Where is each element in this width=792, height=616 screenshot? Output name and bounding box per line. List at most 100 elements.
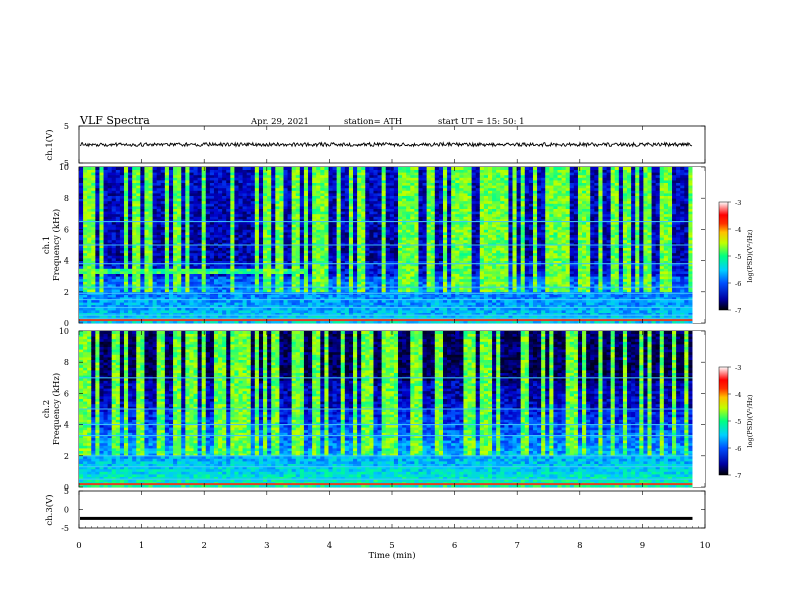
spectrogram-cell <box>345 258 349 261</box>
spectrogram-cell <box>91 258 95 261</box>
spectrogram-cell <box>390 193 394 196</box>
spectrogram-cell <box>234 177 238 180</box>
spectrogram-cell <box>292 185 296 188</box>
spectrogram-cell <box>161 250 165 253</box>
spectrogram-cell <box>173 229 177 232</box>
spectrogram-cell <box>230 240 234 243</box>
spectrogram-cell <box>279 183 283 186</box>
spectrogram-cell <box>230 167 234 170</box>
spectrogram-cell <box>251 214 255 217</box>
spectrogram-cell <box>283 268 287 271</box>
spectrogram-cell <box>173 167 177 170</box>
spectrogram-cell <box>165 196 169 199</box>
spectrogram-cell <box>239 203 243 206</box>
spectrogram-cell <box>398 237 402 240</box>
spectrogram-cell <box>83 183 87 186</box>
spectrogram-cell <box>324 224 328 227</box>
spectrogram-cell <box>300 229 304 232</box>
spectrogram-cell <box>337 175 341 178</box>
spectrogram-cell <box>87 214 91 217</box>
spectrogram-cell <box>239 281 243 284</box>
spectrogram-cell <box>378 185 382 188</box>
spectrogram-cell <box>120 172 124 175</box>
spectrogram-cell <box>112 235 116 238</box>
spectrogram-cell <box>345 206 349 209</box>
spectrogram-cell <box>177 284 181 287</box>
spectrogram-cell <box>390 284 394 287</box>
spectrogram-cell <box>99 188 103 191</box>
spectrogram-cell <box>324 268 328 271</box>
spectrogram-cell <box>296 188 300 191</box>
spectrogram-cell <box>414 294 418 297</box>
spectrogram-cell <box>361 227 365 230</box>
spectrogram-cell <box>320 248 324 251</box>
spectrogram-cell <box>304 196 308 199</box>
spectrogram-cell <box>255 170 259 173</box>
spectrogram-cell <box>206 255 210 258</box>
spectrogram-cell <box>185 214 189 217</box>
spectrogram-cell <box>99 185 103 188</box>
spectrogram-cell <box>83 250 87 253</box>
spectrogram-cell <box>357 232 361 235</box>
spectrogram-cell <box>222 201 226 204</box>
spectrogram-cell <box>304 310 308 313</box>
spectrogram-cell <box>386 175 390 178</box>
spectrogram-cell <box>292 203 296 206</box>
spectrogram-cell <box>185 203 189 206</box>
spectrogram-cell <box>116 268 120 271</box>
spectrogram-cell <box>361 302 365 305</box>
spectrogram-cell <box>320 188 324 191</box>
spectrogram-cell <box>378 250 382 253</box>
spectrogram-cell <box>140 289 144 292</box>
spectrogram-cell <box>275 289 279 292</box>
spectrogram-cell <box>124 203 128 206</box>
spectrogram-cell <box>99 172 103 175</box>
spectrogram-cell <box>140 240 144 243</box>
spectrogram-cell <box>255 183 259 186</box>
spectrogram-cell <box>353 211 357 214</box>
spectrogram-cell <box>271 310 275 313</box>
spectrogram-cell <box>316 268 320 271</box>
spectrogram-cell <box>361 214 365 217</box>
spectrogram-cell <box>394 294 398 297</box>
spectrogram-cell <box>267 240 271 243</box>
spectrogram-cell <box>214 266 218 269</box>
spectrogram-cell <box>132 250 136 253</box>
spectrogram-cell <box>402 229 406 232</box>
spectrogram-cell <box>353 250 357 253</box>
spectrogram-cell <box>206 248 210 251</box>
spectrogram-cell <box>337 216 341 219</box>
spectrogram-cell <box>267 255 271 258</box>
spectrogram-cell <box>222 229 226 232</box>
spectrogram-cell <box>206 196 210 199</box>
spectrogram-cell <box>386 266 390 269</box>
spectrogram-cell <box>210 276 214 279</box>
spectrogram-cell <box>87 237 91 240</box>
spectrogram-cell <box>259 248 263 251</box>
spectrogram-cell <box>365 250 369 253</box>
spectrogram-cell <box>128 203 132 206</box>
spectrogram-cell <box>414 224 418 227</box>
spectrogram-cell <box>202 248 206 251</box>
spectrogram-cell <box>308 248 312 251</box>
spectrogram-cell <box>328 261 332 264</box>
spectrogram-cell <box>194 289 198 292</box>
spectrogram-cell <box>357 201 361 204</box>
spectrogram-cell <box>202 268 206 271</box>
spectrogram-cell <box>349 258 353 261</box>
spectrogram-cell <box>312 224 316 227</box>
spectrogram-cell <box>394 237 398 240</box>
spectrogram-cell <box>292 206 296 209</box>
spectrogram-cell <box>165 310 169 313</box>
spectrogram-cell <box>83 266 87 269</box>
spectrogram-cell <box>292 255 296 258</box>
spectrogram-cell <box>189 253 193 256</box>
spectrogram-cell <box>120 302 124 305</box>
spectrogram-cell <box>243 224 247 227</box>
vlf-figure: VLF Spectra Apr. 29, 2021 station= ATH s… <box>0 0 792 612</box>
spectrogram-cell <box>198 175 202 178</box>
spectrogram-cell <box>161 209 165 212</box>
spectrogram-cell <box>341 172 345 175</box>
spectrogram-cell <box>210 170 214 173</box>
spectrogram-cell <box>120 201 124 204</box>
